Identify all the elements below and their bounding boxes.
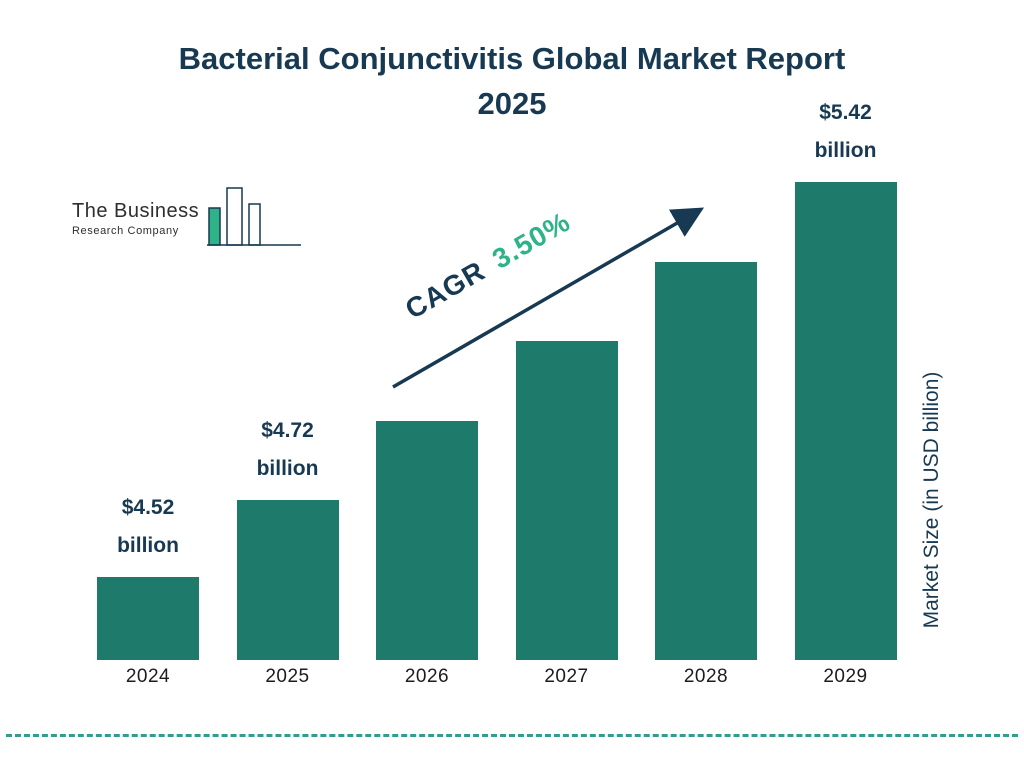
x-tick-2029: 2029 [823, 666, 868, 687]
page-title: Bacterial Conjunctivitis Global Market R… [0, 36, 1024, 126]
value-amount-2024: $4.52 [121, 496, 175, 519]
x-tick-2028: 2028 [683, 666, 729, 687]
x-tick-2024: 2024 [125, 666, 171, 687]
company-subname: Research Company [72, 225, 179, 237]
y-axis-label: Market Size (in USD billion) [920, 371, 943, 629]
value-amount-2029: $5.42 [819, 101, 872, 124]
page-title-line2: 2025 [477, 86, 547, 121]
value-label-2029: $5.42 billion [761, 94, 931, 170]
value-label-2024: $4.52 billion [63, 489, 233, 565]
value-unit-2025: billion [256, 457, 319, 480]
value-label-2025: $4.72 billion [203, 412, 373, 488]
bar-2025 [236, 500, 339, 660]
x-tick-2025: 2025 [265, 666, 310, 687]
page-title-line1: Bacterial Conjunctivitis Global Market R… [178, 41, 846, 76]
bar-chart-logo-icon [207, 187, 302, 246]
bar-2028 [655, 262, 757, 660]
x-tick-2026: 2026 [404, 666, 450, 687]
value-amount-2025: $4.72 [261, 419, 314, 442]
x-tick-2027: 2027 [544, 666, 589, 687]
bar-2026 [376, 421, 478, 660]
bar-2029 [794, 182, 897, 660]
value-unit-2029: billion [814, 139, 877, 162]
company-logo-text: The Business Research Company [72, 200, 199, 237]
bottom-dashed-divider [6, 734, 1018, 737]
company-logo: The Business Research Company [72, 186, 303, 250]
bar-2027 [515, 341, 618, 660]
bar-2024 [97, 577, 199, 660]
company-name: The Business [72, 200, 200, 222]
value-unit-2024: billion [117, 534, 179, 557]
